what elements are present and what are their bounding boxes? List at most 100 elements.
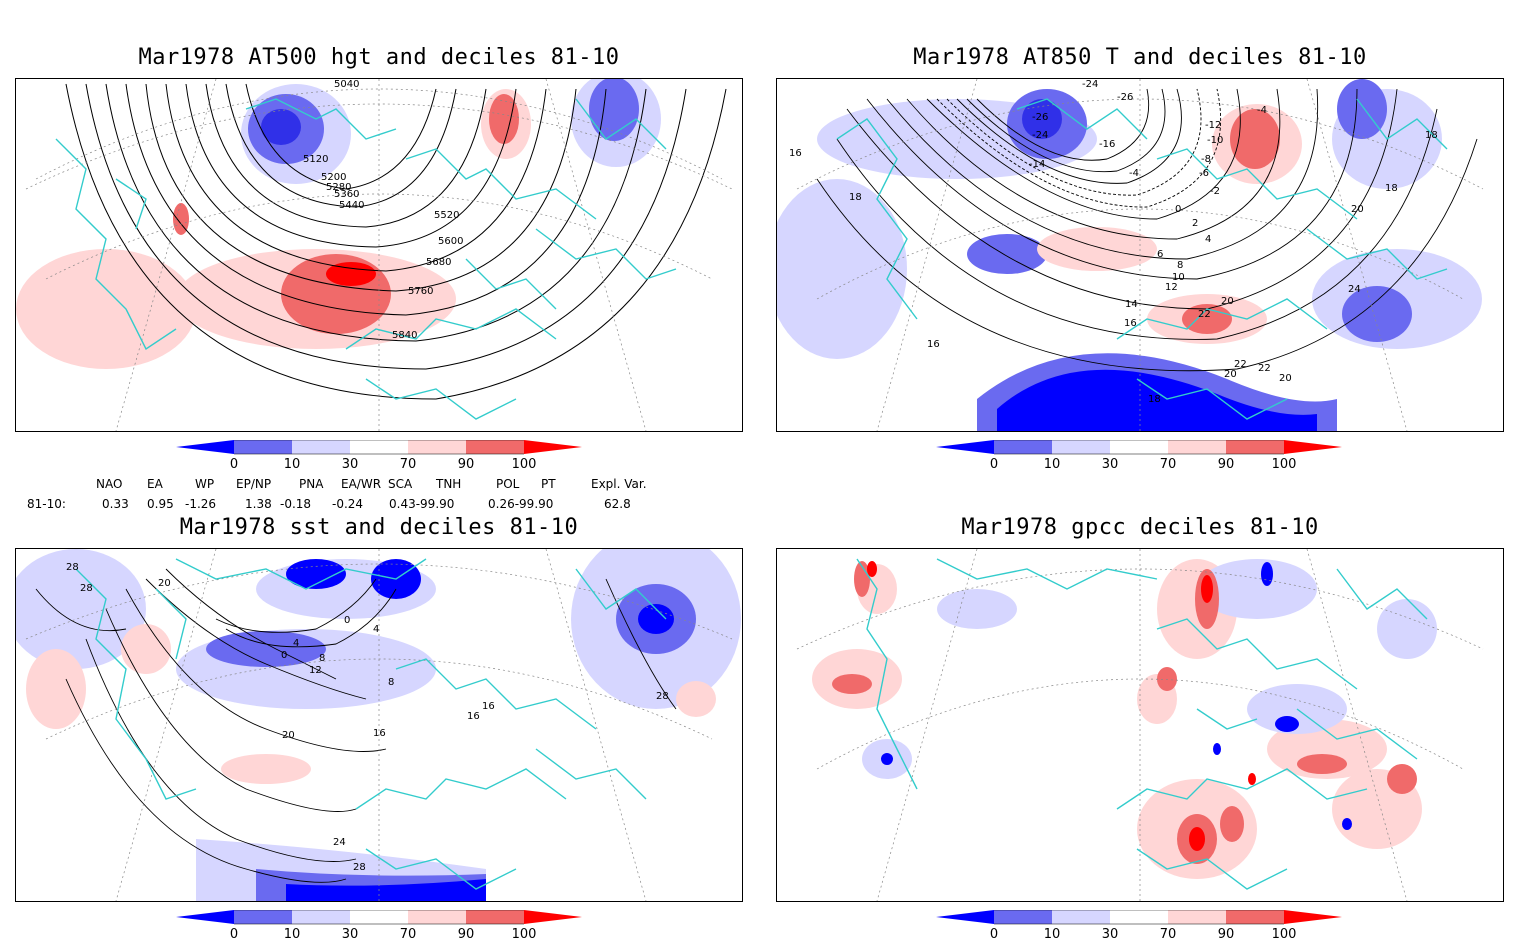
colorbar-tick: 30 — [341, 457, 359, 472]
contour-label: 5520 — [434, 210, 459, 221]
map-hgt-svg: 5040 5120 5200 5280 5360 5440 5520 5600 … — [16, 79, 733, 431]
index-header: NAO — [96, 477, 123, 491]
index-value: 0.26-99.90 — [488, 497, 554, 511]
index-value: 0.95 — [147, 497, 174, 511]
index-header: POL — [496, 477, 520, 491]
map-sst-svg: 28 28 20 0 4 8 12 4 0 8 16 16 16 20 24 2… — [16, 549, 741, 901]
contour-label: 16 — [1124, 318, 1137, 329]
index-header: WP — [195, 477, 215, 491]
contour-label: 5280 — [326, 182, 351, 193]
contour-label: 0 — [344, 615, 350, 626]
contour-label: -6 — [1199, 168, 1209, 179]
contour-label: 16 — [467, 711, 480, 722]
index-value: 0.43-99.90 — [389, 497, 455, 511]
colorbar-tick: 10 — [1043, 927, 1061, 942]
contour-label: -24 — [1082, 79, 1098, 90]
contour-label: 16 — [482, 701, 495, 712]
contour-label: 18 — [1425, 130, 1438, 141]
contour-label: 22 — [1234, 359, 1247, 370]
colorbar-tick: 90 — [1217, 927, 1235, 942]
colorbar-tick: 10 — [283, 927, 301, 942]
index-header: Expl. Var. — [591, 477, 647, 491]
contour-label: 0 — [281, 650, 287, 661]
index-header: PNA — [299, 477, 324, 491]
colorbar-tick: 90 — [457, 927, 475, 942]
index-value: -0.18 — [280, 497, 312, 511]
colorbar-tick: 100 — [511, 927, 537, 942]
colorbar-hgt: 0 10 30 70 90 100 — [176, 439, 586, 480]
map-panel-hgt: 5040 5120 5200 5280 5360 5440 5520 5600 … — [15, 78, 743, 432]
map-t850-svg: -24 -26 -26 -24 -14 -16 -12 -10 -8 -6 -4… — [777, 79, 1484, 431]
index-value: 62.8 — [604, 497, 631, 511]
contour-label: 5440 — [339, 200, 364, 211]
contour-label: 20 — [1351, 204, 1364, 215]
index-value: 1.38 — [245, 497, 272, 511]
colorbar-t850-svg — [936, 439, 1342, 455]
index-value: 0.33 — [102, 497, 129, 511]
index-header: EP/NP — [236, 477, 272, 491]
contour-label: 2 — [1192, 218, 1198, 229]
contour-label: -26 — [1117, 92, 1133, 103]
colorbar-tick: 100 — [1271, 927, 1297, 942]
colorbar-tick: 100 — [1271, 457, 1297, 472]
map-gpcc-svg — [796, 549, 1484, 901]
contour-label: 8 — [1177, 260, 1183, 271]
contour-label: 16 — [789, 148, 802, 159]
colorbar-tick: 0 — [989, 457, 999, 472]
contour-label: 5760 — [408, 286, 433, 297]
index-row-label: 81-10: — [27, 497, 66, 511]
colorbar-sst-svg — [176, 909, 582, 925]
colorbar-tick: 70 — [399, 457, 417, 472]
colorbar-tick: 10 — [1043, 457, 1061, 472]
contour-label: 16 — [927, 339, 940, 350]
contour-label: 14 — [1125, 299, 1138, 310]
colorbar-tick: 70 — [399, 927, 417, 942]
contour-label: 24 — [1348, 284, 1361, 295]
map-panel-sst: 28 28 20 0 4 8 12 4 0 8 16 16 16 20 24 2… — [15, 548, 743, 902]
panel-title-hgt: Mar1978 AT500 hgt and deciles 81-10 — [138, 45, 620, 70]
contour-label: 5840 — [392, 330, 417, 341]
colorbar-tick: 30 — [1101, 927, 1119, 942]
contour-label: -16 — [1099, 139, 1115, 150]
colorbar-tick: 30 — [341, 927, 359, 942]
contour-label: -10 — [1207, 135, 1223, 146]
contour-label: 20 — [282, 730, 295, 741]
contour-label: 5200 — [321, 172, 346, 183]
contour-label: 18 — [849, 192, 862, 203]
contour-label: 8 — [388, 677, 394, 688]
index-value: -1.26 — [185, 497, 217, 511]
colorbar-hgt-svg — [176, 439, 582, 455]
colorbar-gpcc-svg — [936, 909, 1342, 925]
contour-label: 4 — [373, 624, 379, 635]
contour-label: 20 — [158, 578, 171, 589]
colorbar-tick: 70 — [1159, 927, 1177, 942]
contour-label: 28 — [66, 562, 79, 573]
contour-label: 10 — [1172, 272, 1185, 283]
contour-label: 20 — [1279, 373, 1292, 384]
map-panel-t850: -24 -26 -26 -24 -14 -16 -12 -10 -8 -6 -4… — [776, 78, 1504, 432]
contour-label: 22 — [1258, 363, 1271, 374]
contour-label: 18 — [1385, 183, 1398, 194]
index-header: SCA — [388, 477, 413, 491]
colorbar-tick: 0 — [229, 927, 239, 942]
contour-label: 8 — [319, 653, 325, 664]
contour-label: 5360 — [334, 189, 359, 200]
colorbar-tick: 0 — [989, 927, 999, 942]
contour-label: 12 — [1165, 282, 1178, 293]
colorbar-t850: 0 10 30 70 90 100 — [936, 439, 1346, 480]
contour-label: 28 — [353, 862, 366, 873]
contour-label: 5680 — [426, 257, 451, 268]
contour-label: 4 — [1205, 234, 1211, 245]
colorbar-tick: 30 — [1101, 457, 1119, 472]
contour-label: -2 — [1210, 186, 1220, 197]
contour-label: 12 — [309, 665, 322, 676]
contour-label: -4 — [1257, 105, 1267, 116]
contour-label: 6 — [1157, 249, 1163, 260]
contour-label: -26 — [1032, 112, 1048, 123]
index-header: EA — [147, 477, 163, 491]
contour-label: -4 — [1129, 168, 1139, 179]
contour-label: -24 — [1032, 130, 1048, 141]
panel-title-gpcc: Mar1978 gpcc deciles 81-10 — [961, 515, 1319, 540]
contour-label: 28 — [80, 583, 93, 594]
contour-label: 5600 — [438, 236, 463, 247]
